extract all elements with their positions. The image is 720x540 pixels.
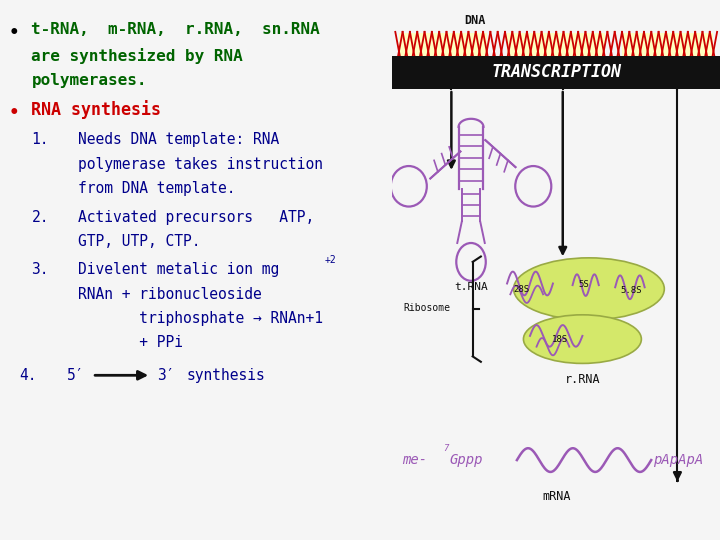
Text: 18S: 18S: [552, 335, 567, 343]
Ellipse shape: [523, 315, 642, 363]
Text: t-RNA,  m-RNA,  r.RNA,  sn.RNA: t-RNA, m-RNA, r.RNA, sn.RNA: [32, 22, 320, 37]
Text: 3′: 3′: [157, 368, 174, 383]
Text: r.RNA: r.RNA: [564, 373, 600, 386]
Text: DNA: DNA: [464, 14, 486, 26]
Text: 3.: 3.: [32, 262, 49, 278]
Bar: [392, 56, 720, 89]
Text: Needs DNA template: RNA: Needs DNA template: RNA: [78, 132, 280, 147]
Text: TRANSCRIPTION: TRANSCRIPTION: [491, 63, 621, 82]
Text: •: •: [9, 24, 19, 42]
Text: t.RNA: t.RNA: [454, 282, 488, 292]
Text: synthesis: synthesis: [186, 368, 265, 383]
Text: 28S: 28S: [514, 285, 530, 294]
Text: pApApA: pApApA: [653, 453, 703, 467]
Text: me-: me-: [402, 453, 428, 467]
Bar: [622, 33, 714, 72]
Text: GTP, UTP, CTP.: GTP, UTP, CTP.: [78, 234, 201, 249]
Text: 5S: 5S: [579, 280, 590, 288]
Text: + PPi: + PPi: [78, 335, 184, 350]
Text: 5′: 5′: [67, 368, 84, 383]
Text: 2.: 2.: [32, 210, 49, 225]
Ellipse shape: [513, 258, 665, 320]
Text: polymerases.: polymerases.: [32, 73, 147, 89]
Text: 5.8S: 5.8S: [621, 286, 642, 295]
Text: mRNA: mRNA: [542, 490, 570, 503]
Bar: [399, 33, 487, 72]
Text: polymerase takes instruction: polymerase takes instruction: [78, 157, 323, 172]
Text: from DNA template.: from DNA template.: [78, 181, 236, 196]
Text: 4.: 4.: [19, 368, 37, 383]
Text: are synthesized by RNA: are synthesized by RNA: [32, 48, 243, 64]
Text: 7: 7: [444, 444, 449, 453]
Text: Divelent metalic ion mg: Divelent metalic ion mg: [78, 262, 280, 278]
Text: +2: +2: [325, 255, 337, 265]
Text: •: •: [9, 104, 19, 122]
Text: triphosphate → RNAn+1: triphosphate → RNAn+1: [78, 311, 323, 326]
Bar: [507, 33, 606, 72]
Text: 1.: 1.: [32, 132, 49, 147]
Text: RNAn + ribonucleoside: RNAn + ribonucleoside: [78, 287, 262, 302]
Text: Ribosome: Ribosome: [404, 303, 451, 313]
Text: Activated precursors   ATP,: Activated precursors ATP,: [78, 210, 315, 225]
Text: Gppp: Gppp: [450, 453, 483, 467]
Text: RNA synthesis: RNA synthesis: [32, 100, 161, 119]
